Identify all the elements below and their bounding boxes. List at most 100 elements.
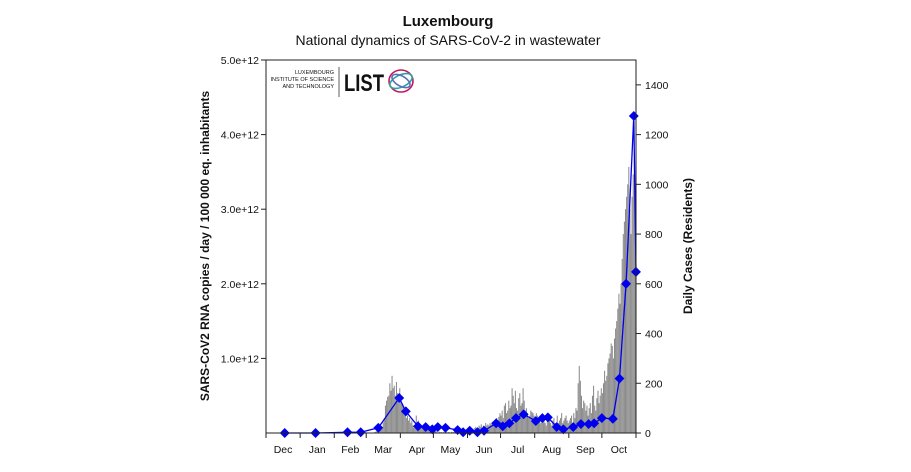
- cases-bar: [630, 234, 631, 433]
- cases-bar: [586, 406, 587, 433]
- x-tick-label: Mar: [374, 444, 393, 456]
- y-right-tick-label: 1000: [645, 179, 669, 191]
- y-right-tick-label: 1200: [645, 130, 669, 142]
- cases-bar: [548, 421, 549, 433]
- x-tick-label: Feb: [341, 444, 359, 456]
- cases-bar: [626, 197, 627, 433]
- logo-line1: LUXEMBOURG: [295, 70, 334, 76]
- cases-bar: [607, 363, 608, 433]
- cases-bar: [421, 428, 422, 433]
- x-tick-label: Dec: [274, 444, 293, 456]
- cases-bar: [617, 309, 618, 433]
- cases-bar: [408, 421, 409, 433]
- cases-bar: [395, 396, 396, 433]
- cases-bar: [394, 386, 395, 433]
- y-left-tick-label: 4.0e+12: [221, 130, 259, 142]
- cases-bar: [520, 406, 521, 433]
- wastewater-point: [465, 426, 475, 436]
- cases-bar: [618, 294, 619, 433]
- cases-bar: [390, 391, 391, 433]
- wastewater-point: [356, 427, 366, 437]
- cases-bar: [401, 403, 402, 433]
- y-right-tick-label: 800: [645, 229, 663, 241]
- logo-line2: INSTITUTE OF SCIENCE: [270, 77, 334, 83]
- x-tick-label: Aug: [542, 444, 561, 456]
- cases-bar: [604, 371, 605, 433]
- cases-bar: [606, 376, 607, 433]
- cases-bar: [629, 209, 630, 433]
- x-tick-label: Oct: [611, 444, 627, 456]
- y-left-tick-label: 5.0e+12: [221, 55, 259, 67]
- cases-bar: [633, 174, 634, 433]
- y-right-tick-label: 600: [645, 279, 663, 291]
- wastewater-series-line: [285, 116, 636, 433]
- x-tick-label: Sep: [576, 444, 595, 456]
- cases-bar: [632, 197, 633, 433]
- y-right-tick-label: 200: [645, 378, 663, 390]
- cases-bar: [540, 423, 541, 433]
- chart-subtitle: National dynamics of SARS-CoV-2 in waste…: [295, 32, 600, 48]
- x-tick-label: May: [441, 444, 462, 456]
- cases-bar: [411, 421, 412, 433]
- cases-bar: [546, 426, 547, 433]
- plot-frame: [266, 60, 636, 433]
- cases-bar: [512, 388, 513, 433]
- cases-bar: [409, 418, 410, 433]
- cases-bar: [592, 396, 593, 433]
- cases-bar: [389, 383, 390, 433]
- cases-bar: [398, 398, 399, 433]
- cases-bar: [590, 403, 591, 433]
- logo-globe-icon: [388, 70, 415, 92]
- cases-bar: [393, 388, 394, 433]
- cases-bar: [410, 423, 411, 433]
- cases-bar: [596, 398, 597, 433]
- wastewater-point: [441, 423, 451, 433]
- cases-bar: [567, 421, 568, 433]
- x-tick-label: Jun: [476, 444, 493, 456]
- chart-title: Luxembourg: [403, 13, 494, 30]
- y-left-tick-label: 1.0e+12: [221, 353, 259, 365]
- x-tick-label: Apr: [409, 444, 426, 456]
- cases-bar: [608, 358, 609, 433]
- cases-bar: [385, 406, 386, 433]
- cases-bar: [412, 426, 413, 433]
- y-left-tick-label: 3.0e+12: [221, 204, 259, 216]
- cases-bar: [513, 396, 514, 433]
- cases-bar: [407, 416, 408, 433]
- list-logo: LUXEMBOURG INSTITUTE OF SCIENCE AND TECH…: [270, 67, 414, 97]
- cases-bar: [508, 401, 509, 433]
- wastewater-line: [280, 111, 641, 438]
- cases-bar: [625, 209, 626, 433]
- cases-bar: [392, 376, 393, 433]
- cases-bar: [515, 391, 516, 433]
- wastewater-point: [343, 427, 353, 437]
- cases-bar: [545, 423, 546, 433]
- y-right-tick-label: 1400: [645, 80, 669, 92]
- cases-bar: [488, 426, 489, 433]
- x-tick-label: Jul: [511, 444, 524, 456]
- x-tick-label: Jan: [309, 444, 326, 456]
- cases-bar: [601, 388, 602, 433]
- cases-bar: [597, 391, 598, 433]
- cases-bar: [584, 403, 585, 433]
- cases-bar: [605, 381, 606, 433]
- y-left-tick-label: 2.0e+12: [221, 279, 259, 291]
- cases-bar: [510, 406, 511, 433]
- y-right-tick-label: 0: [645, 428, 651, 440]
- cases-bar: [600, 396, 601, 433]
- daily-cases-bars: [371, 159, 636, 433]
- cases-bar: [583, 401, 584, 433]
- cases-bar: [414, 428, 415, 433]
- y-axis-left-label: SARS-CoV2 RNA copies / day / 100 000 eq.…: [198, 91, 212, 402]
- logo-line3: AND TECHNOLOGY: [282, 84, 334, 90]
- cases-bar: [396, 382, 397, 433]
- cases-bar: [602, 393, 603, 433]
- cases-bar: [530, 411, 531, 433]
- cases-bar: [603, 383, 604, 433]
- wastewater-point: [629, 111, 639, 121]
- y-right-tick-label: 400: [645, 329, 663, 341]
- cases-bar: [627, 184, 628, 433]
- logo-mark: LIST: [344, 70, 384, 97]
- cases-bar: [577, 411, 578, 433]
